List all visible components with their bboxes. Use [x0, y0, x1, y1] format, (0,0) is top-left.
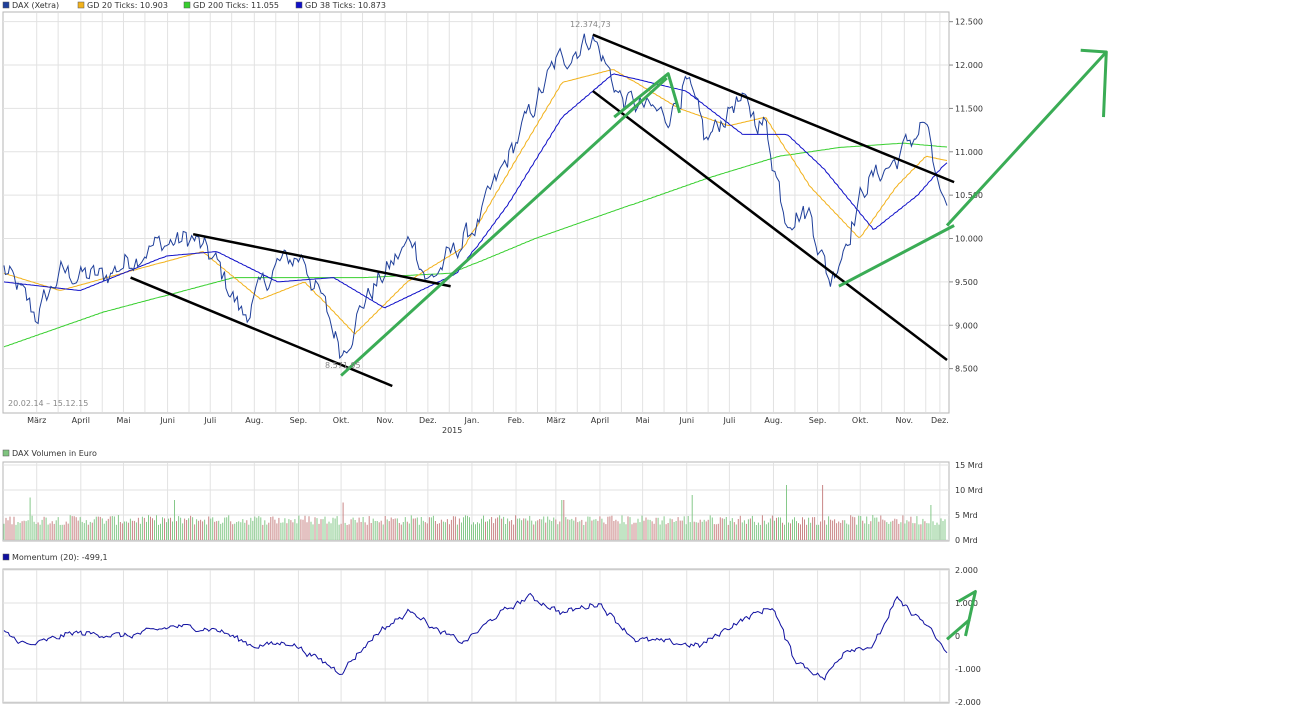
volume-y-tick-label: 10 Mrd — [955, 486, 983, 495]
green-trendline — [838, 224, 955, 288]
price-series — [3, 33, 948, 360]
price-x-tick-label: Mai — [636, 416, 650, 425]
momentum-y-tick-label: 2.000 — [955, 566, 978, 575]
series-line-gd-38-ticks — [3, 73, 948, 309]
momentum-arrow-head — [957, 590, 977, 637]
price-legend: DAX (Xetra) GD 20 Ticks: 10.903 GD 200 Tic… — [2, 1, 386, 10]
price-x-tick-label: Aug. — [764, 416, 782, 425]
price-y-tick-label: 8.500 — [955, 365, 978, 374]
price-x-tick-label: Aug. — [245, 416, 263, 425]
series-line-gd-200-ticks — [3, 142, 948, 348]
momentum-y-tick-label: 0 — [955, 632, 960, 641]
price-x-tick-label: März — [546, 416, 565, 425]
volume-chart-frame — [2, 461, 950, 542]
price-y-tick-label: 12.500 — [955, 18, 983, 27]
momentum-annotation — [946, 590, 977, 641]
green-arrow-mai-pop — [613, 72, 682, 119]
black-trendline — [592, 90, 948, 361]
momentum-y-tick-label: -2.000 — [955, 698, 981, 707]
price-x-tick-label: Juli — [203, 416, 216, 425]
price-grid — [3, 13, 949, 412]
price-x-tick-label: Juli — [722, 416, 735, 425]
price-x-tick-label: April — [591, 416, 609, 425]
momentum-series — [3, 592, 948, 681]
momentum-y-axis: 2.000 1.000 0 -1.000 -2.000 — [955, 566, 981, 707]
price-x-tick-label: Dez. — [419, 416, 437, 425]
volume-legend: DAX Volumen in Euro — [2, 449, 97, 458]
legend-swatch — [2, 553, 10, 561]
series-line-dax-xetra- — [3, 33, 948, 360]
series-line-momentum — [3, 592, 948, 681]
low-label: 8.571,95 — [325, 361, 361, 370]
price-y-tick-label: 11.000 — [955, 148, 983, 157]
price-x-tick-label: Nov. — [896, 416, 914, 425]
series-line-gd-20-ticks — [3, 69, 948, 335]
legend-swatch — [2, 449, 10, 457]
price-x-tick-label: Mai — [116, 416, 130, 425]
price-x-tick-label: Feb. — [508, 416, 525, 425]
legend-swatch — [2, 1, 10, 9]
price-y-tick-label: 11.500 — [955, 104, 983, 113]
price-x-tick-label: Dez. — [931, 416, 949, 425]
legend-label: GD 20 Ticks: 10.903 — [87, 1, 168, 10]
price-y-tick-label: 10.000 — [955, 235, 983, 244]
price-x-tick-label: Jan. — [464, 416, 480, 425]
volume-y-tick-label: 15 Mrd — [955, 461, 983, 470]
volume-bars — [3, 485, 946, 540]
price-y-tick-label: 9.500 — [955, 278, 978, 287]
price-x-tick-label: Sep. — [809, 416, 827, 425]
price-x-tick-label: April — [72, 416, 90, 425]
high-label: 12.374,73 — [570, 20, 611, 29]
legend-label: Momentum (20): -499,1 — [12, 553, 108, 562]
volume-y-tick-label: 5 Mrd — [955, 511, 978, 520]
price-x-tick-label: Okt. — [852, 416, 869, 425]
price-x-tick-label: Sep. — [290, 416, 308, 425]
price-x-tick-label: Nov. — [376, 416, 394, 425]
legend-label: DAX Volumen in Euro — [12, 449, 97, 458]
price-x-tick-label: Okt. — [333, 416, 350, 425]
momentum-y-tick-label: -1.000 — [955, 665, 981, 674]
black-trendline — [192, 232, 451, 288]
price-y-axis: 12.500 12.000 11.500 11.000 10.500 10.000 9.50… — [949, 18, 983, 374]
legend-swatch — [295, 1, 303, 9]
price-x-axis: März April Mai Juni Juli Aug. Sep. Okt. Nov. Dez.… — [27, 416, 949, 425]
year-label: 2015 — [442, 426, 462, 435]
price-x-tick-label: März — [27, 416, 46, 425]
price-y-tick-label: 12.000 — [955, 61, 983, 70]
momentum-grid — [3, 569, 949, 703]
momentum-legend: Momentum (20): -499,1 — [2, 553, 108, 562]
legend-label: DAX (Xetra) — [12, 1, 59, 10]
momentum-arrow-shaft — [946, 618, 971, 641]
black-trendline — [592, 33, 955, 184]
price-x-tick-label: Juni — [159, 416, 175, 425]
momentum-y-tick-label: 1.000 — [955, 599, 978, 608]
date-range-label: 20.02.14 – 15.12.15 — [8, 399, 88, 408]
price-x-tick-label: Juni — [678, 416, 694, 425]
legend-swatch — [183, 1, 191, 9]
green-arrow-head — [1080, 48, 1108, 118]
volume-y-tick-label: 0 Mrd — [955, 536, 978, 545]
green-arrow-shaft — [945, 51, 1108, 227]
price-chart-frame — [2, 11, 950, 414]
green-trendline — [340, 76, 668, 377]
trendline-annotations — [130, 33, 1108, 388]
volume-y-axis: 15 Mrd 10 Mrd 5 Mrd 0 Mrd — [955, 461, 983, 545]
legend-label: GD 38 Ticks: 10.873 — [305, 1, 386, 10]
legend-label: GD 200 Ticks: 11.055 — [193, 1, 279, 10]
legend-swatch — [77, 1, 85, 9]
price-y-tick-label: 9.000 — [955, 321, 978, 330]
price-y-tick-label: 10.500 — [955, 191, 983, 200]
